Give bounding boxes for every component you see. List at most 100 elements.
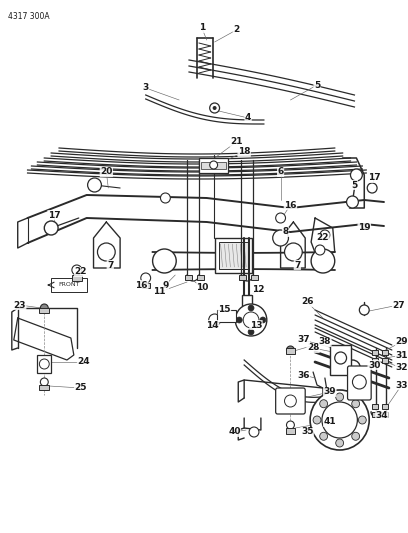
Bar (219, 242, 248, 269)
Bar (199, 158, 228, 173)
Circle shape (248, 305, 254, 311)
Circle shape (359, 305, 369, 315)
Text: 35: 35 (301, 427, 313, 437)
Circle shape (40, 304, 48, 312)
Text: 19: 19 (358, 223, 370, 232)
Text: 10: 10 (196, 284, 208, 293)
Bar (185, 275, 192, 280)
Circle shape (243, 312, 259, 328)
Bar (40, 308, 49, 313)
Text: 20: 20 (100, 167, 113, 176)
Circle shape (367, 183, 377, 193)
Text: 11: 11 (153, 287, 166, 296)
Bar (372, 412, 378, 417)
Text: 18: 18 (238, 148, 251, 157)
Circle shape (260, 317, 266, 323)
Text: 14: 14 (206, 320, 219, 329)
Text: 39: 39 (324, 387, 336, 397)
Text: 27: 27 (392, 301, 405, 310)
Circle shape (40, 378, 48, 386)
Circle shape (210, 161, 217, 169)
Bar (72, 275, 82, 281)
Circle shape (210, 103, 220, 113)
Bar (142, 283, 150, 288)
Circle shape (72, 265, 82, 275)
Bar (197, 275, 204, 280)
Circle shape (284, 243, 302, 261)
Circle shape (320, 400, 328, 408)
Bar (251, 275, 258, 280)
Text: 22: 22 (75, 268, 87, 277)
Circle shape (141, 273, 151, 283)
Text: 32: 32 (395, 364, 408, 373)
Circle shape (153, 249, 176, 273)
Circle shape (352, 400, 359, 408)
Text: 5: 5 (351, 181, 357, 190)
Text: 17: 17 (368, 174, 380, 182)
Text: FRONT: FRONT (58, 282, 80, 287)
Circle shape (336, 393, 344, 401)
Circle shape (336, 439, 344, 447)
Circle shape (345, 360, 360, 376)
Bar (239, 275, 246, 280)
FancyBboxPatch shape (276, 388, 305, 414)
Bar (330, 345, 351, 375)
Circle shape (236, 317, 242, 323)
Circle shape (160, 193, 170, 203)
Text: 25: 25 (75, 384, 87, 392)
Circle shape (235, 304, 267, 336)
Text: 29: 29 (395, 337, 408, 346)
Text: 36: 36 (297, 370, 310, 379)
Circle shape (320, 432, 328, 440)
Text: 40: 40 (228, 427, 241, 437)
Text: 15: 15 (218, 305, 231, 314)
Text: 7: 7 (294, 261, 301, 270)
Text: 13: 13 (250, 320, 262, 329)
Text: 7: 7 (107, 261, 113, 270)
Bar (372, 358, 378, 363)
Bar (286, 348, 295, 354)
Circle shape (44, 221, 58, 235)
Text: 41: 41 (324, 417, 336, 426)
Text: 6: 6 (277, 167, 284, 176)
Text: 9: 9 (162, 280, 169, 289)
Bar (38, 355, 51, 373)
Bar (215, 238, 252, 273)
Text: 34: 34 (376, 410, 388, 419)
Text: 38: 38 (319, 337, 331, 346)
Text: 12: 12 (252, 286, 264, 295)
Circle shape (286, 421, 295, 429)
Bar (286, 428, 295, 434)
Bar (201, 162, 226, 169)
Circle shape (98, 243, 115, 261)
Text: 16: 16 (284, 200, 297, 209)
Circle shape (273, 230, 288, 246)
Circle shape (286, 346, 295, 354)
Bar (382, 412, 388, 417)
Text: 30: 30 (368, 360, 380, 369)
Text: 31: 31 (395, 351, 408, 359)
Circle shape (352, 432, 359, 440)
Bar (40, 385, 49, 390)
Circle shape (322, 402, 357, 438)
Text: 21: 21 (230, 138, 242, 147)
Circle shape (311, 249, 335, 273)
Text: 4: 4 (245, 114, 251, 123)
Circle shape (248, 329, 254, 335)
Circle shape (40, 359, 49, 369)
Text: 24: 24 (78, 358, 90, 367)
Bar (382, 350, 388, 355)
Text: 28: 28 (307, 343, 319, 352)
Text: 26: 26 (301, 297, 313, 306)
Bar (382, 404, 388, 409)
Circle shape (313, 416, 321, 424)
Circle shape (209, 314, 221, 326)
Circle shape (358, 416, 366, 424)
Circle shape (88, 178, 102, 192)
Bar (372, 404, 378, 409)
Text: 1: 1 (199, 23, 205, 33)
Circle shape (284, 395, 296, 407)
Text: 23: 23 (13, 301, 26, 310)
Circle shape (276, 213, 286, 223)
Circle shape (213, 106, 217, 110)
